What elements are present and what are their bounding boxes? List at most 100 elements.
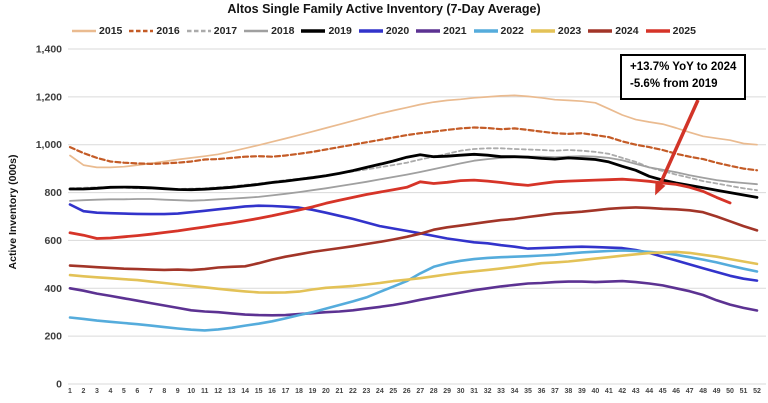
legend-line-swatch (301, 29, 326, 33)
x-tick-label: 42 (618, 388, 626, 395)
series-line-2016 (68, 126, 759, 172)
x-tick-label: 20 (322, 388, 330, 395)
legend-line-swatch (416, 29, 441, 33)
x-tick-label: 40 (591, 388, 599, 395)
x-tick-label: 8 (162, 388, 166, 395)
x-tick-label: 51 (740, 388, 748, 395)
x-tick-label: 3 (95, 388, 99, 395)
legend-item-2018: 2018 (244, 25, 294, 37)
x-tick-label: 36 (538, 388, 546, 395)
legend-line-swatch (186, 29, 211, 33)
y-tick-label: 800 (44, 187, 62, 199)
chart-title: Altos Single Family Active Inventory (7-… (227, 2, 541, 16)
y-tick-label: 600 (44, 235, 62, 247)
x-tick-label: 2 (82, 388, 86, 395)
y-tick-label: 1,000 (36, 139, 62, 151)
legend-item-2020: 2020 (358, 25, 410, 37)
y-tick-label: 1,200 (36, 91, 62, 103)
x-tick-label: 37 (551, 388, 559, 395)
series-line-2019 (68, 152, 759, 199)
x-tick-label: 41 (605, 388, 613, 395)
x-tick-label: 1 (68, 388, 72, 395)
series-line-2022 (68, 249, 759, 332)
x-tick-label: 6 (135, 388, 139, 395)
x-tick-label: 12 (214, 388, 222, 395)
x-tick-label: 49 (713, 388, 721, 395)
x-tick-label: 46 (672, 388, 680, 395)
annotation-arrowhead (655, 181, 666, 196)
x-tick-label: 50 (726, 388, 734, 395)
series-line-2023 (68, 250, 759, 294)
y-axis-label: Active Inventory (000s) (7, 154, 19, 270)
x-tick-label: 27 (416, 388, 424, 395)
y-tick-label: 200 (44, 331, 62, 343)
legend-label: 2016 (156, 25, 180, 37)
y-tick-label: 1,400 (36, 44, 62, 56)
x-tick-label: 18 (295, 388, 303, 395)
legend-item-2025: 2025 (645, 25, 696, 37)
legend-line-swatch (645, 29, 670, 33)
legend-item-2023: 2023 (530, 25, 582, 37)
legend-line-swatch (358, 29, 383, 33)
legend-label: 2022 (500, 25, 524, 37)
legend-label: 2018 (271, 25, 295, 37)
x-tick-label: 17 (282, 388, 290, 395)
x-tick-label: 15 (255, 388, 263, 395)
series-line-2021 (68, 279, 759, 317)
legend-line-swatch (530, 29, 555, 33)
x-tick-label: 23 (362, 388, 370, 395)
x-tick-label: 44 (645, 388, 653, 395)
x-tick-label: 30 (457, 388, 465, 395)
y-tick-label: 400 (44, 283, 62, 295)
x-tick-label: 21 (336, 388, 344, 395)
x-tick-label: 11 (201, 388, 209, 395)
annotation-line-1: +13.7% YoY to 2024 (630, 61, 737, 73)
legend-line-swatch (473, 29, 498, 33)
legend: 2015 2016 2017 2018 2019 2020 2021 2022 2023 2024… (0, 25, 768, 37)
x-tick-label: 43 (632, 388, 640, 395)
x-tick-label: 24 (376, 388, 384, 395)
x-tick-label: 9 (176, 388, 180, 395)
x-tick-label: 19 (309, 388, 317, 395)
x-tick-label: 5 (122, 388, 126, 395)
x-tick-label: 45 (659, 388, 667, 395)
x-tick-label: 10 (187, 388, 195, 395)
legend-label: 2019 (328, 25, 352, 37)
legend-item-2015: 2015 (72, 25, 122, 37)
x-tick-label: 25 (389, 388, 397, 395)
legend-line-swatch (588, 29, 613, 33)
x-tick-label: 29 (443, 388, 451, 395)
legend-label: 2020 (385, 25, 410, 37)
x-tick-label: 35 (524, 388, 532, 395)
annotation-line-2: -5.6% from 2019 (630, 78, 718, 91)
x-tick-label: 48 (699, 388, 707, 395)
legend-label: 2023 (557, 25, 582, 37)
legend-line-swatch (129, 29, 154, 33)
annotation-arrow (656, 99, 700, 190)
legend-item-2022: 2022 (473, 25, 524, 37)
legend-line-swatch (72, 29, 97, 33)
series-line-2024 (68, 206, 759, 272)
legend-line-swatch (244, 29, 269, 33)
legend-item-2016: 2016 (129, 25, 180, 37)
x-tick-label: 38 (565, 388, 573, 395)
series-line-2018 (69, 155, 758, 202)
series-line-2015 (69, 94, 758, 169)
x-tick-label: 28 (430, 388, 438, 395)
legend-item-2024: 2024 (588, 25, 639, 37)
legend-label: 2024 (615, 25, 639, 37)
legend-label: 2021 (443, 25, 467, 37)
y-tick-label: 0 (56, 379, 62, 391)
legend-item-2019: 2019 (301, 25, 352, 37)
x-tick-label: 47 (686, 388, 694, 395)
series-line-2025 (68, 177, 732, 240)
x-tick-label: 7 (149, 388, 153, 395)
legend-label: 2015 (99, 25, 123, 37)
x-tick-label: 52 (753, 388, 761, 395)
annotation-box: +13.7% YoY to 2024 -5.6% from 2019 (620, 54, 747, 100)
x-tick-label: 22 (349, 388, 357, 395)
legend-item-2017: 2017 (186, 25, 237, 37)
x-tick-label: 32 (484, 388, 492, 395)
